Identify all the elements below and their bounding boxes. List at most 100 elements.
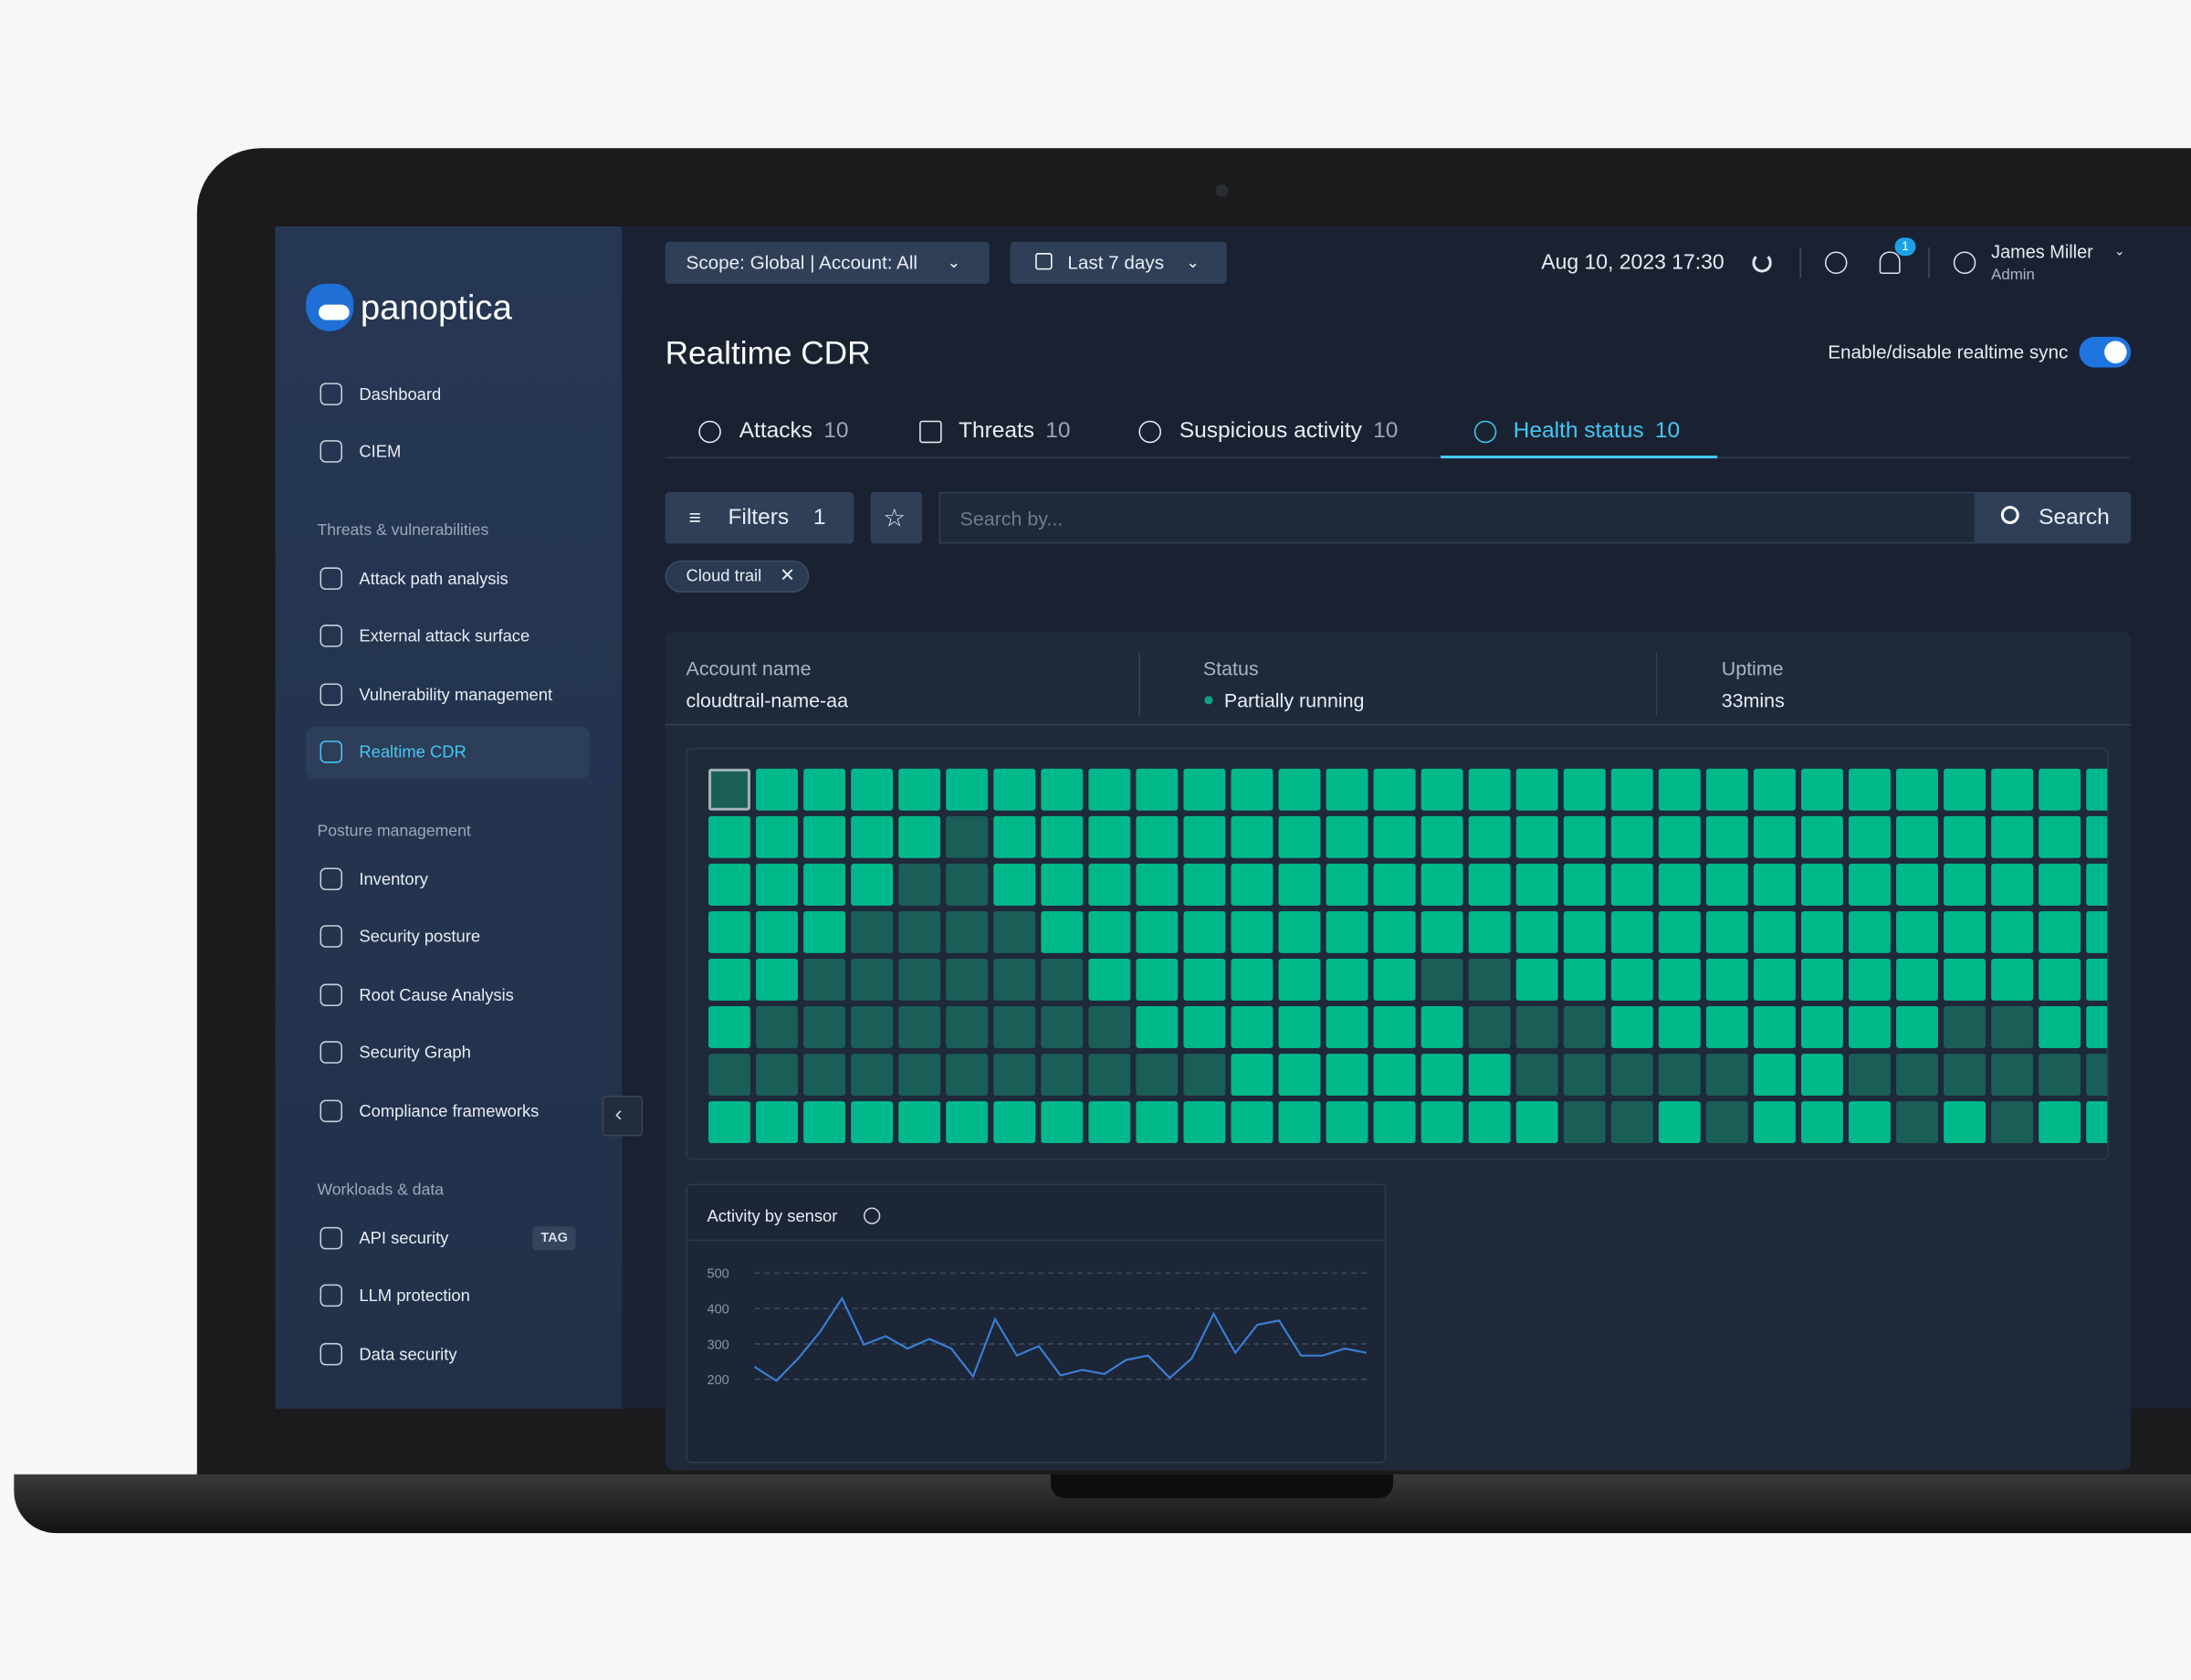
health-cell[interactable] — [1278, 1006, 1321, 1048]
nav-item[interactable]: External attack surface — [359, 625, 530, 646]
health-cell[interactable] — [1610, 1101, 1653, 1144]
health-cell[interactable] — [708, 1054, 750, 1096]
health-cell[interactable] — [1991, 1054, 2034, 1096]
health-cell[interactable] — [1468, 1054, 1511, 1096]
health-cell[interactable] — [1563, 1054, 1606, 1096]
health-cell[interactable] — [1658, 1006, 1701, 1048]
health-cell[interactable] — [1658, 1054, 1701, 1096]
health-cell[interactable] — [2086, 1006, 2108, 1048]
health-cell[interactable] — [1800, 768, 1843, 811]
health-cell[interactable] — [1800, 910, 1843, 953]
health-cell[interactable] — [803, 1054, 846, 1096]
health-cell[interactable] — [2039, 815, 2081, 858]
health-cell[interactable] — [2086, 863, 2108, 906]
health-cell[interactable] — [1041, 815, 1084, 858]
health-cell[interactable] — [1278, 1054, 1321, 1096]
health-cell[interactable] — [993, 815, 1036, 858]
health-cell[interactable] — [1896, 1054, 1938, 1096]
health-cell[interactable] — [1610, 863, 1653, 906]
health-cell[interactable] — [946, 1006, 989, 1048]
health-cell[interactable] — [2086, 958, 2108, 1001]
health-cell[interactable] — [1944, 1006, 1986, 1048]
health-cell[interactable] — [803, 958, 846, 1001]
health-cell[interactable] — [1326, 863, 1368, 906]
health-cell[interactable] — [2039, 863, 2081, 906]
health-cell[interactable] — [1705, 1101, 1748, 1144]
health-cell[interactable] — [1183, 768, 1226, 811]
health-cell[interactable] — [993, 1101, 1036, 1144]
health-cell[interactable] — [1896, 910, 1938, 953]
health-cell[interactable] — [2086, 1054, 2108, 1096]
health-cell[interactable] — [1373, 958, 1416, 1001]
health-cell[interactable] — [1088, 1054, 1131, 1096]
health-cell[interactable] — [1041, 1101, 1084, 1144]
health-cell[interactable] — [1468, 815, 1511, 858]
health-cell[interactable] — [1515, 1006, 1558, 1048]
health-cell[interactable] — [1088, 910, 1131, 953]
health-cell[interactable] — [1088, 815, 1131, 858]
health-cell[interactable] — [1753, 1101, 1796, 1144]
health-cell[interactable] — [1800, 1101, 1843, 1144]
health-cell[interactable] — [1563, 1006, 1606, 1048]
health-cell[interactable] — [1420, 768, 1463, 811]
health-cell[interactable] — [1753, 1054, 1796, 1096]
health-cell[interactable] — [1800, 815, 1843, 858]
health-cell[interactable] — [1420, 1054, 1463, 1096]
nav-item[interactable]: Data security — [359, 1344, 457, 1364]
health-cell[interactable] — [1373, 863, 1416, 906]
health-cell[interactable] — [1800, 1006, 1843, 1048]
health-cell[interactable] — [1800, 958, 1843, 1001]
health-cell[interactable] — [1563, 815, 1606, 858]
health-cell[interactable] — [708, 910, 750, 953]
health-cell[interactable] — [1278, 910, 1321, 953]
health-cell[interactable] — [1041, 1006, 1084, 1048]
tab[interactable]: Health status 10 — [1513, 419, 1681, 444]
health-cell[interactable] — [1563, 1101, 1606, 1144]
search-input[interactable] — [938, 491, 1976, 544]
health-cell[interactable] — [1515, 815, 1558, 858]
health-cell[interactable] — [898, 910, 941, 953]
health-cell[interactable] — [1610, 910, 1653, 953]
health-cell[interactable] — [1610, 1006, 1653, 1048]
health-cell[interactable] — [756, 768, 798, 811]
health-cell[interactable] — [1991, 958, 2034, 1001]
nav-item[interactable]: CIEM — [359, 441, 402, 462]
range-button[interactable] — [1010, 241, 1227, 284]
health-cell[interactable] — [1753, 1006, 1796, 1048]
health-cell[interactable] — [851, 958, 894, 1001]
health-cell[interactable] — [1231, 1054, 1274, 1096]
health-cell[interactable] — [1231, 768, 1274, 811]
tab[interactable]: Attacks 10 — [739, 419, 849, 444]
health-cell[interactable] — [708, 958, 750, 1001]
health-cell[interactable] — [1373, 910, 1416, 953]
health-cell[interactable] — [1610, 768, 1653, 811]
health-cell[interactable] — [1326, 768, 1368, 811]
health-cell[interactable] — [1848, 910, 1891, 953]
health-cell[interactable] — [898, 958, 941, 1001]
health-cell[interactable] — [1848, 768, 1891, 811]
nav-item[interactable]: Security Graph — [359, 1042, 471, 1063]
health-cell[interactable] — [898, 1101, 941, 1144]
health-cell[interactable] — [1991, 1101, 2034, 1144]
health-cell[interactable] — [1753, 863, 1796, 906]
health-cell[interactable] — [1658, 910, 1701, 953]
health-cell[interactable] — [1610, 815, 1653, 858]
nav-item[interactable]: Root Cause Analysis — [359, 985, 514, 1005]
health-cell[interactable] — [1136, 1054, 1179, 1096]
health-cell[interactable] — [993, 768, 1036, 811]
filters-button[interactable] — [665, 491, 854, 544]
favorites-button[interactable] — [870, 491, 923, 544]
health-cell[interactable] — [1753, 910, 1796, 953]
health-cell[interactable] — [756, 863, 798, 906]
health-cell[interactable] — [1468, 1101, 1511, 1144]
health-cell[interactable] — [1515, 1101, 1558, 1144]
health-cell[interactable] — [1944, 1054, 1986, 1096]
health-cell[interactable] — [1991, 910, 2034, 953]
health-cell[interactable] — [1373, 815, 1416, 858]
health-cell[interactable] — [1136, 910, 1179, 953]
health-cell[interactable] — [1705, 1054, 1748, 1096]
health-cell[interactable] — [1088, 768, 1131, 811]
health-cell[interactable] — [2039, 958, 2081, 1001]
health-cell[interactable] — [1183, 1006, 1226, 1048]
health-cell[interactable] — [851, 1006, 894, 1048]
